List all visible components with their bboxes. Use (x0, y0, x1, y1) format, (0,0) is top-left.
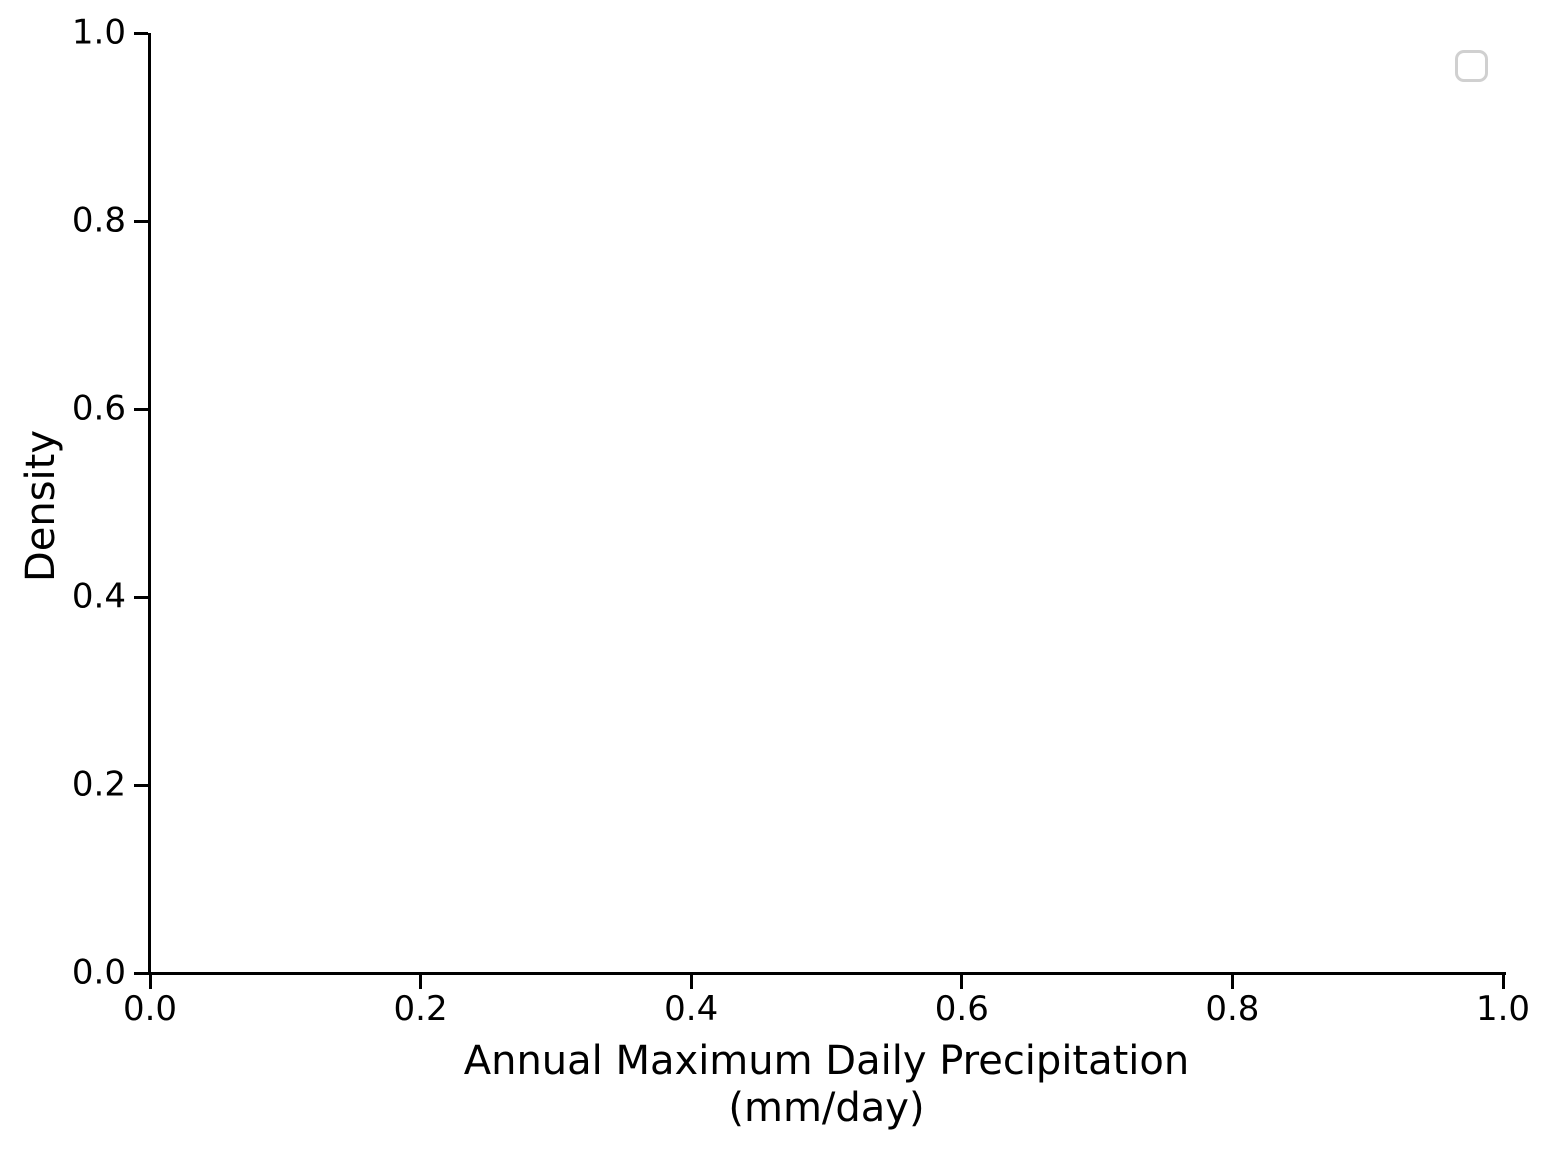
x-tick-label: 0.8 (1205, 989, 1260, 1029)
y-tick-mark (134, 783, 148, 787)
y-tick-mark (134, 971, 148, 975)
y-tick-label: 0.0 (71, 952, 126, 993)
y-tick-label: 1.0 (71, 12, 126, 53)
y-tick-label: 0.2 (71, 764, 126, 805)
x-tick-mark (419, 975, 423, 989)
x-tick-label: 0.4 (664, 989, 719, 1029)
y-tick-label: 0.4 (71, 576, 126, 617)
x-tick-mark (689, 975, 693, 989)
x-tick-label: 0.6 (934, 989, 989, 1029)
y-tick-mark (134, 31, 148, 35)
x-tick-label: 0.2 (393, 989, 448, 1029)
y-tick-mark (134, 595, 148, 599)
x-axis-label: Annual Maximum Daily Precipitation (mm/d… (150, 1038, 1503, 1132)
x-axis-label-line1: Annual Maximum Daily Precipitation (463, 1038, 1190, 1084)
x-tick-label: 1.0 (1475, 989, 1531, 1029)
x-tick-label: 0.0 (122, 989, 178, 1029)
y-tick-mark (134, 407, 148, 411)
y-tick-label: 0.8 (71, 200, 126, 241)
x-tick-mark (1501, 975, 1505, 989)
y-tick-mark (134, 219, 148, 223)
x-tick-mark (1230, 975, 1234, 989)
y-tick-label: 0.6 (71, 388, 126, 429)
x-tick-mark (960, 975, 964, 989)
y-axis-label: Density (18, 429, 64, 583)
x-axis-label-line2: (mm/day) (728, 1085, 925, 1132)
x-axis-spine (148, 972, 1506, 975)
x-tick-mark (148, 975, 152, 989)
legend-box (1455, 50, 1488, 82)
y-axis-spine (148, 33, 151, 975)
